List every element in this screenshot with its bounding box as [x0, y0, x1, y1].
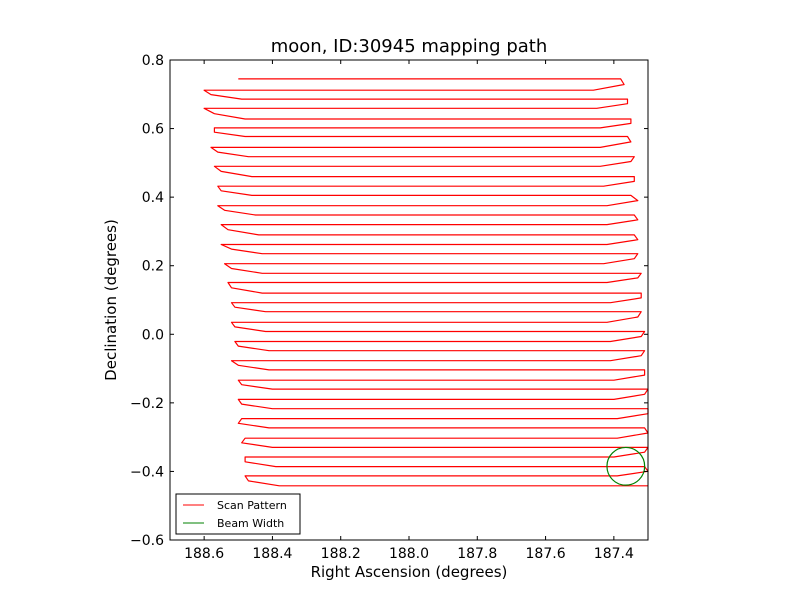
x-axis-label: Right Ascension (degrees)	[311, 563, 508, 581]
legend-label-beam-width: Beam Width	[217, 517, 284, 530]
plot-area: 188.6 188.4 188.2 188.0 187.8 187.6 187.4 0.80…	[130, 53, 649, 562]
y-tick-label: −0.4	[130, 464, 164, 480]
x-ticks: 188.6 188.4 188.2 188.0 187.8 187.6 187.4	[184, 60, 634, 562]
x-tick-label: 188.2	[321, 546, 361, 562]
beam-width-series	[606, 446, 646, 486]
x-tick-label: 187.6	[526, 546, 566, 562]
legend: Scan Pattern Beam Width	[175, 493, 301, 535]
beam-width-circle	[606, 446, 646, 486]
x-tick-label: 187.8	[457, 546, 497, 562]
x-tick-label: 188.6	[184, 546, 224, 562]
y-axis-label: Declination (degrees)	[102, 219, 120, 381]
y-tick-label: 0.0	[142, 327, 164, 343]
legend-box	[175, 493, 301, 535]
x-tick-label: 187.4	[594, 546, 634, 562]
chart-title: moon, ID:30945 mapping path	[271, 36, 548, 57]
x-tick-label: 188.0	[389, 546, 429, 562]
scan-pattern-line	[203, 78, 649, 487]
scan-pattern-series	[203, 78, 649, 487]
y-tick-label: 0.6	[142, 122, 164, 138]
y-tick-label: 0.4	[142, 190, 164, 206]
y-tick-label: −0.2	[130, 396, 164, 412]
y-tick-label: 0.8	[142, 53, 164, 69]
y-tick-label: −0.6	[130, 533, 164, 549]
x-tick-label: 188.4	[252, 546, 292, 562]
legend-label-scan-pattern: Scan Pattern	[217, 499, 287, 512]
y-tick-label: 0.2	[142, 259, 164, 275]
plot-background	[170, 60, 648, 540]
y-ticks: 0.8 0.6 0.4 0.2 0.0 −0.2 −0.4 −0.6	[130, 53, 648, 549]
